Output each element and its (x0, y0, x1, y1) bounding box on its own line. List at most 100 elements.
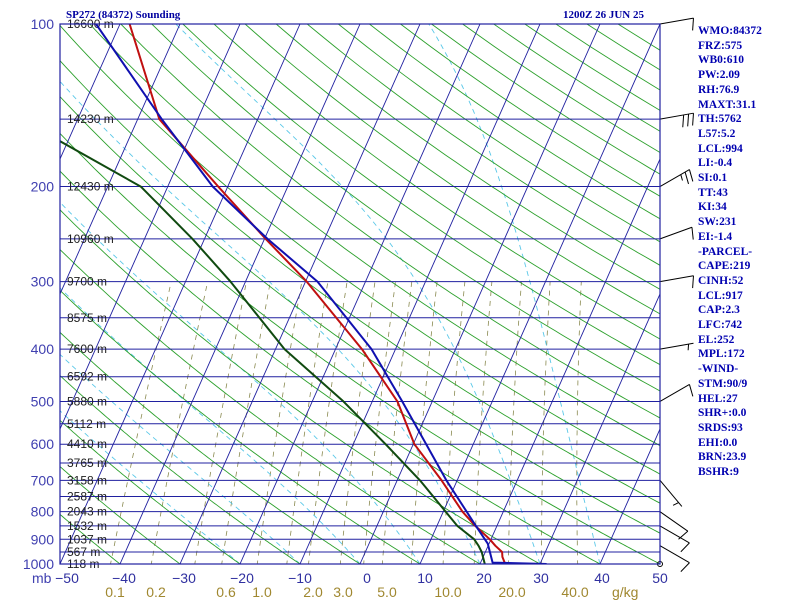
pressure-tick: 500 (31, 393, 55, 409)
barb-staff (659, 226, 693, 240)
wind-barb (659, 342, 694, 351)
index-item: RH:76.9 (698, 83, 740, 96)
dry-adiabat (60, 419, 241, 564)
mixing-ratio-lines (110, 281, 582, 564)
mixing-ratio-tick: 3.0 (333, 584, 353, 600)
wind-barb (659, 480, 683, 507)
height-label: 2043 m (67, 505, 107, 519)
mixing-ratio-tick: 40.0 (561, 584, 588, 600)
mixing-ratio-line (150, 281, 209, 564)
barb-flag (692, 18, 694, 31)
height-label: 8575 m (67, 311, 107, 325)
dry-adiabats (0, 12, 660, 575)
index-item: CAPE:219 (698, 260, 751, 273)
pressure-tick: 800 (31, 504, 55, 520)
barb-staff (659, 112, 694, 120)
barb-staff (659, 384, 690, 402)
dry-adiabat (120, 24, 660, 419)
dry-adiabat (60, 375, 301, 564)
dry-adiabat (89, 24, 660, 447)
temperature-tick: −20 (230, 570, 254, 586)
barb-staff (659, 342, 694, 350)
isotherm (299, 24, 541, 564)
isotherm (239, 24, 481, 564)
wind-barb (659, 525, 690, 553)
temperature-tick: −10 (288, 570, 312, 586)
mixing-ratio-line (541, 281, 551, 564)
plot-frame (59, 23, 661, 565)
barb-half-flag (680, 174, 683, 181)
barb-staff (659, 169, 690, 187)
mixing-ratio-tick: 0.1 (105, 584, 125, 600)
height-label: 5880 m (67, 394, 107, 408)
barb-flag (684, 171, 689, 185)
index-item: STM:90/9 (698, 377, 748, 390)
mixing-ratio-line (194, 281, 247, 564)
index-item: L57:5.2 (698, 127, 736, 140)
mixing-ratio-line (221, 281, 271, 564)
dry-adiabat (60, 513, 121, 564)
dry-adiabat (60, 331, 361, 564)
height-label: 12430 m (67, 180, 114, 194)
mixing-ratio-line (339, 281, 376, 564)
isotherm (359, 24, 601, 564)
temperature-tick: −40 (112, 570, 136, 586)
observation-time: 1200Z 26 JUN 25 (563, 9, 644, 21)
dry-adiabat (0, 12, 13, 575)
height-label: 6592 m (67, 370, 107, 384)
index-item: LFC:742 (698, 319, 743, 332)
mixing-ratio-line (507, 281, 522, 564)
index-item: EI:-1.4 (698, 230, 733, 243)
index-item: LI:-0.4 (698, 157, 733, 170)
barb-half-flag (672, 502, 679, 506)
dry-adiabat (306, 24, 660, 266)
index-item: LCL:917 (698, 289, 743, 302)
isotherm (60, 24, 181, 296)
barb-flag (688, 384, 694, 397)
mixing-ratio-tick: 10.0 (434, 584, 461, 600)
barb-flag (692, 275, 694, 289)
index-item: SW:231 (698, 216, 737, 229)
dry-adiabat (213, 24, 660, 340)
index-item: SRDS:93 (698, 421, 743, 434)
isotherm (419, 24, 660, 564)
barb-staff (659, 17, 694, 25)
mixing-ratio-line (473, 281, 493, 564)
wind-barb (659, 384, 694, 402)
dewpoint-profile (60, 140, 486, 564)
wind-barb (659, 17, 694, 31)
index-item: KI:34 (698, 201, 727, 214)
dry-adiabat (60, 132, 660, 564)
index-item: LCL:994 (698, 142, 743, 155)
height-label: 5112 m (67, 417, 106, 431)
index-item: HEL:27 (698, 392, 738, 405)
mixing-ratio-tick: 1.0 (252, 584, 272, 600)
isotherm (539, 292, 660, 564)
mixing-ratio-line (442, 281, 466, 564)
wind-barb (659, 226, 694, 240)
height-label: 2587 m (67, 490, 107, 504)
temperature-profile (128, 24, 507, 564)
mixing-ratio-unit-label: g/kg (612, 584, 638, 600)
index-item: FRZ:575 (698, 39, 743, 52)
height-label: 4410 m (67, 437, 107, 451)
pressure-tick: 700 (31, 472, 55, 488)
dry-adiabat (60, 95, 660, 534)
pressure-tick: 100 (31, 16, 55, 32)
index-item: MAXT:31.1 (698, 98, 757, 111)
index-item: SHR+:0.0 (698, 407, 747, 420)
index-item: BRN:23.9 (698, 451, 747, 464)
pressure-tick: 900 (31, 531, 55, 547)
dry-adiabat (182, 24, 660, 366)
profiles (60, 24, 547, 564)
index-item: EHI:0.0 (698, 436, 738, 449)
mixing-ratio-tick: 0.6 (216, 584, 236, 600)
mixing-ratio-line (363, 281, 396, 564)
wind-barb (659, 169, 694, 187)
temperature-tick: −30 (172, 570, 196, 586)
barb-flag (692, 113, 694, 126)
height-label: 10960 m (67, 232, 114, 246)
isotherm (599, 427, 660, 564)
